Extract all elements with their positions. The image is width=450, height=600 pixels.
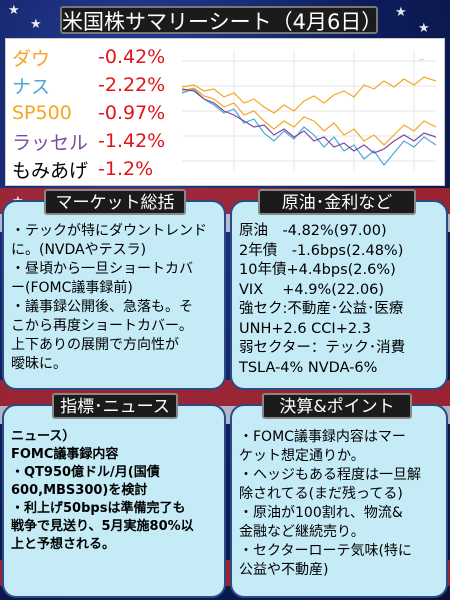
index-row-russell: ラッセル -1.42% (12, 127, 177, 155)
earnings-line: 除されてる(まだ残ってる) (239, 486, 403, 502)
earnings-line: ・ヘッジもある程度は一旦解 (239, 467, 421, 483)
index-name: もみあげ (12, 159, 89, 182)
index-value: -0.97% (98, 102, 166, 124)
earnings-line: ・FOMC議事録内容はマー (239, 429, 406, 445)
market-line: ・議事録公開後、急落も。そ (11, 299, 193, 315)
market-line: に。(NVDAやテスラ) (11, 242, 147, 258)
market-line: ー(FOMC議事録前) (11, 280, 133, 296)
earnings-line: ・セクターローテ気味(特に (239, 543, 412, 559)
index-name: SP500 (12, 102, 72, 124)
news-panel: ニュース） FOMC議事録内容 ・QT950億ドル/月(国債 600,MBS30… (2, 404, 226, 598)
earnings-line: 公益や不動産) (239, 562, 329, 578)
market-summary-panel: ・テックが特にダウントレンド に。(NVDAやテスラ) ・昼頃から一旦ショートカ… (2, 200, 226, 390)
news-line: 戦争で見送り、5月実施80%以 (11, 519, 194, 534)
market-line: ・テックが特にダウントレンド (11, 223, 207, 239)
news-line: ニュース） (11, 429, 76, 444)
earnings-panel: ・FOMC議事録内容はマー ケット想定通りか。 ・ヘッジもある程度は一旦解 除さ… (230, 404, 448, 598)
index-chart: — (174, 41, 444, 183)
oil-line: VIX +4.9%(22.06) (239, 281, 385, 298)
series-line-sp500 (181, 87, 437, 146)
index-row-momiage: もみあげ -1.2% (12, 155, 177, 183)
svg-text:—: — (419, 57, 424, 63)
index-value: -2.22% (98, 74, 166, 96)
index-row-dow: ダウ -0.42% (12, 43, 177, 71)
series-line-dow (181, 76, 437, 114)
market-line: こから再度ショートカバー。 (11, 318, 193, 334)
index-row-sp500: SP500 -0.97% (12, 99, 177, 127)
oil-rates-panel: 原油 -4.82%(97.00) 2年債 -1.6bps(2.48%) 10年債… (230, 200, 448, 390)
index-value: -1.2% (98, 158, 154, 180)
oil-line: 10年債+4.4bps(2.6%) (239, 262, 396, 278)
news-title: 指標･ニュース (52, 393, 178, 419)
page-title: 米国株サマリーシート（4月6日） (60, 6, 382, 34)
series-line-russell (181, 88, 437, 154)
index-row-nasdaq: ナス -2.22% (12, 71, 177, 99)
news-line: FOMC議事録内容 (11, 447, 119, 462)
market-line: 曖昧に。 (11, 356, 67, 372)
oil-line: 原油 -4.82%(97.00) (239, 223, 387, 239)
index-list: ダウ -0.42% ナス -2.22% SP500 -0.97% ラッセル -1… (12, 43, 177, 183)
earnings-line: ケット想定通りか。 (239, 448, 365, 464)
news-line: ・QT950億ドル/月(国債 (11, 465, 160, 480)
oil-line: 弱セクター：テック･消費 (239, 340, 406, 356)
news-line: 上と予想される。 (11, 537, 116, 552)
oil-line: 2年債 -1.6bps(2.48%) (239, 242, 404, 259)
earnings-title: 決算&ポイント (262, 393, 412, 419)
earnings-line: 金融など継続売り。 (239, 524, 365, 540)
news-line: 600,MBS300)を検討 (11, 483, 148, 498)
index-value: -1.42% (98, 130, 166, 152)
index-name: ラッセル (12, 131, 89, 154)
earnings-line: ・原油が100割れ、物流& (239, 505, 403, 521)
oil-rates-title: 原油･金利など (258, 189, 416, 215)
summary-box: ダウ -0.42% ナス -2.22% SP500 -0.97% ラッセル -1… (5, 38, 445, 186)
index-value: -0.42% (98, 46, 166, 68)
market-summary-title: マーケット総括 (44, 189, 186, 215)
market-line: ・昼頃から一旦ショートカバ (11, 261, 193, 277)
oil-line: 強セク:不動産･公益･医療 (239, 301, 404, 317)
news-line: ・利上げ50bpsは準備完了も (11, 501, 186, 516)
oil-line: TSLA-4% NVDA-6% (239, 359, 378, 376)
oil-line: UNH+2.6 CCI+2.3 (239, 320, 371, 337)
index-name: ナス (12, 75, 51, 98)
index-name: ダウ (12, 47, 51, 70)
market-line: 上下ありの展開で方向性が (11, 337, 179, 353)
series-line-nasdaq (181, 88, 437, 166)
